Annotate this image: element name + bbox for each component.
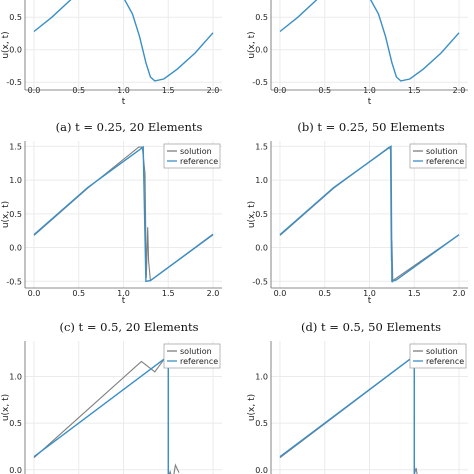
series-line-reference — [33, 145, 214, 283]
x-tick-label: 0.5 — [318, 86, 331, 95]
legend-label-solution: solution — [180, 347, 212, 356]
series-line-reference — [279, 0, 460, 82]
y-axis-label: u(x, t) — [1, 394, 11, 421]
legend-label-reference: reference — [426, 357, 464, 366]
x-axis-label: t — [122, 97, 126, 107]
x-tick-label: 0.0 — [28, 86, 41, 95]
y-tick-label: 0.5 — [9, 13, 22, 22]
legend-label-solution: solution — [180, 147, 212, 156]
y-tick-label: 0.0 — [255, 466, 268, 474]
legend-box — [163, 343, 221, 369]
x-tick-label: 0.5 — [72, 86, 85, 95]
x-tick-label: 0.0 — [274, 289, 287, 298]
x-tick-label: 1.0 — [363, 86, 376, 95]
legend-box — [409, 143, 467, 169]
x-tick-label: 2.0 — [453, 86, 466, 95]
y-tick-label: 0.5 — [255, 419, 268, 428]
chart-panel-0: 0.0 0.5 1.0 1.5 2.0 -0.5 0.0 0.5 t u(x, t) — [1, 0, 222, 107]
caption-a: (a) t = 0.25, 20 Elements — [56, 120, 203, 134]
x-axis-label: t — [368, 296, 372, 306]
legend-label-solution: solution — [426, 147, 458, 156]
series-line-solution — [33, 146, 214, 282]
x-tick-label: 1.5 — [162, 86, 175, 95]
y-tick-label: 1.0 — [9, 176, 22, 185]
series-line-solution — [279, 354, 418, 474]
legend-label-reference: reference — [426, 157, 464, 166]
series-line-reference — [33, 0, 214, 82]
y-tick-label: 0.0 — [9, 46, 22, 55]
y-tick-label: 1.0 — [9, 372, 22, 381]
y-axis-label: u(x, t) — [247, 394, 257, 421]
y-tick-label: 0.5 — [9, 210, 22, 219]
x-tick-label: 2.0 — [207, 289, 220, 298]
caption-d: (d) t = 0.5, 50 Elements — [301, 320, 441, 334]
x-tick-label: 1.5 — [162, 289, 175, 298]
chart-panel-2: 0.0 0.5 1.0 1.5 2.0 -0.5 0.0 0.5 1.0 1.5 t u(x, t) s… — [1, 141, 222, 306]
x-tick-label: 1.5 — [408, 86, 421, 95]
y-tick-label: 1.5 — [9, 142, 22, 151]
series-line-reference — [279, 145, 460, 283]
y-tick-label: 0.5 — [255, 13, 268, 22]
y-tick-label: 0.0 — [9, 466, 22, 474]
x-tick-label: 0.0 — [28, 289, 41, 298]
x-tick-label: 0.5 — [72, 289, 85, 298]
y-tick-label: -0.5 — [252, 78, 268, 87]
x-tick-label: 1.0 — [117, 86, 130, 95]
legend-label-solution: solution — [426, 347, 458, 356]
y-tick-label: 0.5 — [255, 210, 268, 219]
chart-panel-3: 0.0 0.5 1.0 1.5 2.0 -0.5 0.0 0.5 1.0 1.5 t u(x, t) s… — [247, 141, 468, 306]
y-tick-label: -0.5 — [6, 78, 22, 87]
chart-panel-1: 0.0 0.5 1.0 1.5 2.0 -0.5 0.0 0.5 t u(x, t) — [247, 0, 468, 107]
x-tick-label: 2.0 — [453, 289, 466, 298]
series-line-reference — [33, 354, 170, 474]
legend-box — [163, 143, 221, 169]
y-tick-label: -0.5 — [6, 277, 22, 286]
caption-b: (b) t = 0.25, 50 Elements — [297, 120, 444, 134]
series-line-solution — [33, 354, 180, 474]
x-tick-label: 1.0 — [117, 289, 130, 298]
y-axis-label: u(x, t) — [1, 31, 11, 58]
y-tick-label: 0.0 — [255, 46, 268, 55]
x-tick-label: 2.0 — [207, 86, 220, 95]
x-axis-label: t — [122, 296, 126, 306]
y-tick-label: 0.0 — [9, 244, 22, 253]
x-axis-label: t — [368, 97, 372, 107]
x-tick-label: 0.0 — [274, 86, 287, 95]
y-tick-label: 0.0 — [255, 244, 268, 253]
caption-c: (c) t = 0.5, 20 Elements — [59, 320, 198, 334]
legend-box — [409, 343, 467, 369]
x-tick-label: 1.5 — [408, 289, 421, 298]
y-tick-label: 1.0 — [255, 176, 268, 185]
series-line-reference — [279, 354, 415, 474]
legend-label-reference: reference — [180, 357, 218, 366]
y-axis-label: u(x, t) — [247, 201, 257, 228]
y-tick-label: 0.5 — [9, 419, 22, 428]
y-tick-label: -0.5 — [252, 277, 268, 286]
y-axis-label: u(x, t) — [1, 201, 11, 228]
legend-label-reference: reference — [180, 157, 218, 166]
y-tick-label: 1.5 — [255, 142, 268, 151]
x-tick-label: 1.0 — [363, 289, 376, 298]
y-axis-label: u(x, t) — [247, 31, 257, 58]
y-tick-label: 1.0 — [255, 372, 268, 381]
x-tick-label: 0.5 — [318, 289, 331, 298]
